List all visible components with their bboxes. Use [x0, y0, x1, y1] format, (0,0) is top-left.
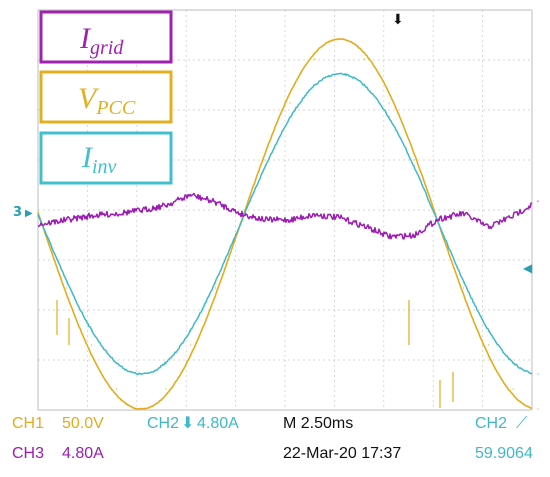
- data-point-i-inv: [463, 281, 465, 283]
- data-point-v-pcc: [388, 102, 390, 104]
- trace-i-grid: [37, 192, 533, 240]
- status-bar: CH1 50.0V CH2 ⬇ 4.80A M 2.50ms CH2 ⟋ CH3…: [12, 415, 533, 462]
- legend-item-igrid: Igrid: [39, 10, 173, 64]
- datetime: 22-Mar-20 17:37: [283, 445, 401, 462]
- ch3-ground-arrow: ▶: [25, 208, 33, 219]
- legend-item-iinv: Iinv: [39, 131, 173, 185]
- legend: Igrid VPCC Iinv: [39, 10, 173, 185]
- data-point-i-grid: [115, 213, 117, 215]
- trigger-slope-icon: ⟋: [516, 415, 528, 432]
- data-point-v-pcc: [165, 388, 167, 390]
- data-point-i-inv: [314, 83, 316, 85]
- data-point-v-pcc: [215, 287, 217, 289]
- data-point-i-inv: [512, 363, 514, 365]
- right-edge-marker: ◀: [523, 261, 533, 275]
- data-point-i-grid: [215, 201, 217, 203]
- data-point-i-grid: [512, 215, 514, 217]
- data-point-i-grid: [438, 218, 440, 220]
- data-point-v-pcc: [363, 58, 365, 60]
- legend-item-vpcc: VPCC: [39, 70, 173, 124]
- frequency-readout: 59.9064: [475, 445, 533, 462]
- data-point-i-grid: [41, 223, 43, 225]
- data-point-i-grid: [66, 219, 68, 221]
- data-point-v-pcc: [537, 408, 539, 410]
- data-point-i-inv: [190, 330, 192, 332]
- data-point-v-pcc: [413, 159, 415, 161]
- data-point-i-grid: [339, 217, 341, 219]
- data-point-i-grid: [190, 194, 192, 196]
- data-point-v-pcc: [487, 344, 489, 346]
- ch2-scale: 4.80A: [197, 415, 239, 432]
- data-point-i-inv: [339, 73, 341, 75]
- data-point-v-pcc: [314, 58, 316, 60]
- trace-i-inv: [37, 72, 533, 376]
- data-point-v-pcc: [190, 344, 192, 346]
- data-point-v-pcc: [140, 408, 142, 410]
- data-point-i-inv: [215, 281, 217, 283]
- data-point-v-pcc: [66, 287, 68, 289]
- legend-box-vpcc: [39, 70, 173, 124]
- data-point-i-inv: [91, 330, 93, 332]
- data-point-v-pcc: [91, 344, 93, 346]
- data-point-i-inv: [289, 116, 291, 118]
- data-point-i-inv: [264, 165, 266, 167]
- data-point-i-grid: [388, 235, 390, 238]
- data-point-i-inv: [537, 373, 539, 375]
- legend-label-igrid: Igrid: [79, 22, 124, 59]
- data-point-i-inv: [115, 363, 117, 365]
- legend-label-iinv: Iinv: [81, 141, 117, 178]
- data-point-i-inv: [413, 165, 415, 167]
- timebase: M 2.50ms: [283, 415, 353, 432]
- data-point-i-grid: [91, 215, 93, 217]
- trigger-source: CH2: [475, 415, 507, 432]
- data-point-v-pcc: [463, 287, 465, 289]
- data-point-i-inv: [438, 223, 440, 225]
- ch3-scale: 4.80A: [62, 445, 104, 462]
- data-point-v-pcc: [115, 388, 117, 390]
- data-point-i-inv: [487, 330, 489, 332]
- data-point-i-grid: [140, 209, 142, 212]
- data-point-i-inv: [66, 281, 68, 283]
- data-point-i-inv: [165, 363, 167, 365]
- trace-layer: [37, 38, 539, 410]
- ch1-scale: 50.0V: [62, 415, 104, 432]
- legend-box-iinv: [39, 131, 173, 185]
- data-point-v-pcc: [264, 159, 266, 161]
- data-point-i-grid: [264, 219, 266, 221]
- data-point-i-inv: [388, 116, 390, 118]
- trace-v-pcc: [37, 38, 533, 410]
- data-point-i-grid: [314, 214, 316, 216]
- ch2-offset-icon: ⬇: [181, 415, 194, 432]
- ch1-label: CH1: [12, 415, 44, 432]
- ch3-label: CH3: [12, 445, 44, 462]
- ch2-label: CH2: [147, 415, 179, 432]
- trigger-position-marker: ⬇: [392, 12, 404, 28]
- data-point-i-inv: [239, 223, 241, 225]
- data-point-i-grid: [487, 226, 489, 228]
- data-point-i-grid: [165, 204, 167, 206]
- ch3-ground-marker: 3: [13, 205, 22, 220]
- data-point-i-grid: [239, 213, 241, 215]
- data-point-i-inv: [140, 373, 142, 375]
- data-point-i-grid: [463, 213, 465, 215]
- data-point-i-grid: [413, 234, 415, 237]
- data-point-i-grid: [537, 200, 539, 202]
- legend-box-igrid: [39, 10, 173, 64]
- data-point-i-grid: [363, 225, 365, 227]
- data-point-v-pcc: [339, 38, 341, 40]
- data-point-i-grid: [289, 219, 291, 221]
- data-point-v-pcc: [512, 388, 514, 390]
- data-point-v-pcc: [289, 102, 291, 104]
- legend-label-vpcc: VPCC: [78, 82, 136, 119]
- data-point-i-inv: [363, 83, 365, 85]
